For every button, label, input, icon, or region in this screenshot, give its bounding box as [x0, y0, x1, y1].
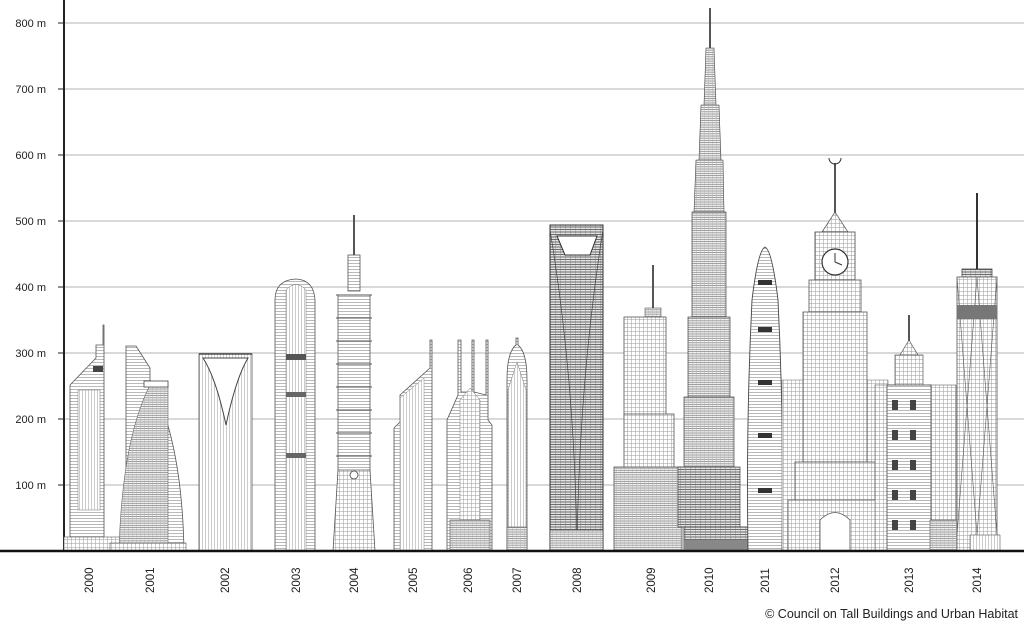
- x-tick-label: 2010: [704, 567, 716, 593]
- building-2006: [446, 339, 493, 552]
- buildings: [63, 8, 1001, 552]
- x-tick-label: 2006: [463, 567, 475, 593]
- x-tick-label: 2007: [512, 567, 524, 593]
- y-tick-label: 600 m: [15, 150, 46, 162]
- copyright-credit: © Council on Tall Buildings and Urban Ha…: [765, 607, 1018, 621]
- x-tick-label: 2003: [291, 567, 303, 593]
- building-2003: [274, 278, 316, 552]
- x-tick-label: 2012: [830, 567, 842, 593]
- x-tick-label: 2002: [220, 567, 232, 593]
- y-tick-label: 400 m: [15, 282, 46, 294]
- x-tick-label: 2005: [408, 567, 420, 593]
- building-2001: [109, 345, 187, 552]
- building-2010: [677, 8, 749, 552]
- building-2014: [956, 193, 1001, 552]
- building-2009: [613, 265, 683, 552]
- x-tick-label: 2000: [84, 567, 96, 593]
- building-2008: [549, 224, 604, 552]
- building-2011: [747, 246, 783, 552]
- building-2013: [874, 315, 959, 552]
- building-2012: [781, 157, 889, 552]
- y-tick-label: 100 m: [15, 480, 46, 492]
- x-tick-label: 2014: [972, 567, 984, 593]
- y-tick-label: 300 m: [15, 348, 46, 360]
- x-tick-label: 2001: [145, 567, 157, 593]
- x-tick-label: 2011: [760, 568, 772, 593]
- x-tick-label: 2008: [572, 567, 584, 593]
- building-2005: [393, 339, 433, 552]
- y-tick-label: 700 m: [15, 84, 46, 96]
- y-axis-labels: 100 m 200 m 300 m 400 m 500 m 600 m 700 m 800 m: [15, 18, 64, 492]
- y-tick-label: 800 m: [15, 18, 46, 30]
- x-tick-label: 2009: [646, 567, 658, 593]
- building-2007: [506, 337, 528, 552]
- building-2004: [332, 215, 376, 552]
- building-2002: [198, 353, 253, 552]
- y-tick-label: 500 m: [15, 216, 46, 228]
- y-tick-label: 200 m: [15, 414, 46, 426]
- x-tick-label: 2013: [904, 567, 916, 593]
- x-axis-labels: 2000 2001 2002 2003 2004 2005 2006 2007 2008 2009…: [84, 567, 984, 593]
- x-tick-label: 2004: [349, 567, 361, 593]
